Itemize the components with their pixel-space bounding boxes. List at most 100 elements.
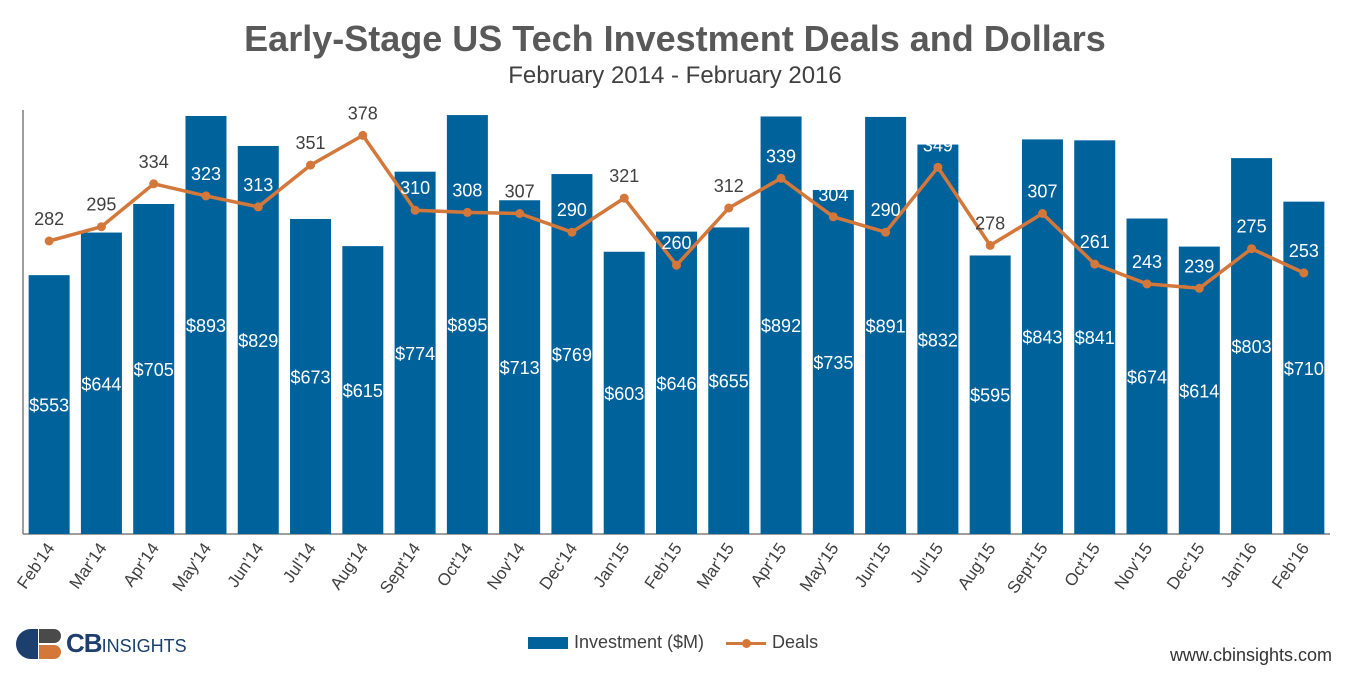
x-tick-label: Feb'14 <box>13 539 58 592</box>
deals-value-label: 334 <box>139 152 169 172</box>
legend-item-investment: Investment ($M) <box>528 632 704 653</box>
source-url: www.cbinsights.com <box>1169 645 1332 665</box>
bar-value-label: $892 <box>761 316 801 336</box>
deals-value-label: 275 <box>1237 217 1267 237</box>
deals-point <box>724 203 734 213</box>
bar-value-label: $673 <box>291 367 331 387</box>
bar-investment <box>603 251 645 534</box>
deals-point <box>828 212 838 222</box>
logo-text: CBINSIGHTS <box>66 628 187 659</box>
deals-point <box>985 240 995 250</box>
bar-investment <box>185 116 227 534</box>
bar-value-label: $710 <box>1284 359 1324 379</box>
bar-value-label: $735 <box>813 353 853 373</box>
deals-value-label: 253 <box>1289 241 1319 261</box>
deals-point <box>1194 283 1204 293</box>
deals-value-label: 321 <box>609 166 639 186</box>
bar-investment <box>1126 218 1168 535</box>
deals-point <box>306 160 316 170</box>
bar-value-label: $553 <box>29 396 69 416</box>
deals-value-label: 261 <box>1080 232 1110 252</box>
deals-value-label: 282 <box>34 209 64 229</box>
x-tick-label: Feb'16 <box>1268 539 1313 592</box>
x-tick-label: Jan'15 <box>589 539 633 591</box>
x-tick-label: Nov'15 <box>1111 539 1157 593</box>
x-tick-label: Jan'16 <box>1217 539 1261 591</box>
deals-point <box>96 222 106 232</box>
bar-value-label: $595 <box>970 386 1010 406</box>
cb-logo-icon <box>16 628 62 659</box>
x-tick-label: Aug'15 <box>954 539 1000 593</box>
bar-value-label: $615 <box>343 381 383 401</box>
x-tick-label: May'14 <box>169 539 216 594</box>
deals-value-label: 307 <box>1027 182 1057 202</box>
deals-value-label: 349 <box>923 135 953 155</box>
bar-value-label: $713 <box>500 358 540 378</box>
bar-investment <box>1021 139 1063 535</box>
cb-insights-logo: CBINSIGHTS <box>16 628 187 659</box>
bar-investment <box>80 232 122 534</box>
x-tick-label: Nov'14 <box>483 539 529 593</box>
chart-legend: Investment ($M) Deals <box>528 632 840 653</box>
deals-point <box>567 227 577 237</box>
bar-investment <box>1283 201 1325 534</box>
bar-value-label: $895 <box>447 316 487 336</box>
bar-value-label: $841 <box>1075 328 1115 348</box>
deals-value-label: 295 <box>86 195 116 215</box>
deals-point <box>410 205 420 215</box>
legend-item-deals: Deals <box>726 632 818 653</box>
deals-point <box>619 193 629 203</box>
bar-value-label: $705 <box>134 360 174 380</box>
bar-value-label: $893 <box>186 316 226 336</box>
bar-investment <box>28 275 70 534</box>
deals-point <box>253 202 263 212</box>
x-tick-label: Dec'15 <box>1163 539 1209 593</box>
x-tick-label: Feb'15 <box>641 539 686 592</box>
chart-subtitle: February 2014 - February 2016 <box>508 62 842 89</box>
deals-value-label: 312 <box>714 176 744 196</box>
deals-point <box>462 207 472 217</box>
x-tick-label: Jul'14 <box>279 539 320 586</box>
bar-value-label: $655 <box>709 372 749 392</box>
x-tick-label: May'15 <box>796 539 843 594</box>
bar-value-label: $674 <box>1127 367 1167 387</box>
bar-value-label: $603 <box>604 384 644 404</box>
bar-investment <box>1231 158 1273 534</box>
x-tick-label: Jun'14 <box>224 539 268 591</box>
chart-title: Early-Stage US Tech Investment Deals and… <box>244 18 1106 59</box>
bar-value-label: $614 <box>1179 381 1219 401</box>
bar-investment <box>812 189 854 534</box>
bar-investment <box>342 246 384 534</box>
bar-investment <box>499 200 541 535</box>
x-tick-label: Jun'15 <box>851 539 895 591</box>
deals-value-label: 378 <box>348 103 378 123</box>
deals-point <box>776 173 786 183</box>
deals-point <box>1037 209 1047 218</box>
legend-label-investment: Investment ($M) <box>574 632 705 652</box>
bar-value-label: $891 <box>866 316 906 336</box>
deals-point <box>672 260 681 270</box>
x-tick-label: Oct'15 <box>1061 539 1104 590</box>
bar-value-label: $774 <box>395 344 435 364</box>
deals-value-label: 310 <box>400 178 430 198</box>
deals-value-label: 307 <box>505 182 535 202</box>
deals-point <box>1247 244 1257 254</box>
x-tick-label: Mar'14 <box>66 539 111 592</box>
bar-investment <box>394 171 436 534</box>
deals-value-label: 260 <box>661 233 691 253</box>
deals-point <box>358 130 368 140</box>
x-tick-label: Sept'15 <box>1003 539 1051 597</box>
bar-investment <box>865 116 907 535</box>
deals-point <box>149 179 159 189</box>
x-tick-label: Sept'14 <box>376 539 424 597</box>
x-tick-label: Aug'14 <box>326 539 372 593</box>
deals-value-label: 308 <box>452 180 482 200</box>
bar-investment <box>969 255 1011 534</box>
deals-value-label: 290 <box>557 200 587 220</box>
x-tick-label: Oct'14 <box>433 539 476 590</box>
logo-text-insights: INSIGHTS <box>101 636 187 656</box>
deals-point <box>44 236 54 246</box>
logo-text-cb: CB <box>66 628 103 658</box>
x-tick-label: Mar'15 <box>693 539 738 592</box>
deals-point <box>1142 279 1152 289</box>
